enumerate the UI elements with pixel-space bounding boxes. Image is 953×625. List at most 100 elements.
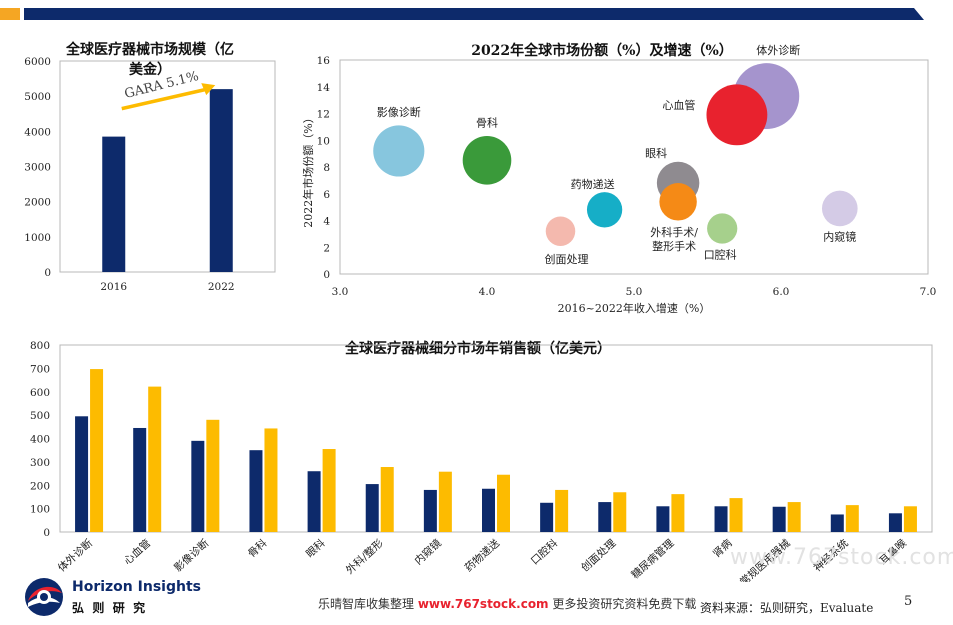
horizon-logo-icon xyxy=(25,578,63,616)
chart2-ytick: 14 xyxy=(317,82,331,94)
chart3-bar-2016-耳鼻喉 xyxy=(888,513,902,532)
bubble-创面处理 xyxy=(545,216,576,246)
segment-sales-chart: 全球医疗器械细分市场年销售额（亿美元） 0 100 200 300 400 500 600 7… xyxy=(30,340,933,582)
chart3-bar-2016-心血管 xyxy=(133,427,147,532)
chart1-growth-arrowhead xyxy=(201,83,216,96)
bubble-影像诊断 xyxy=(373,125,425,177)
footer-url[interactable]: www.767stock.com xyxy=(417,597,549,611)
chart3-bar-2016-内窥镜 xyxy=(423,489,437,532)
bubble-外科手术/整形手术 xyxy=(659,183,697,221)
chart3-xtick-外科/整形: 外科/整形 xyxy=(343,536,386,576)
chart3-bar-2022-药物递送 xyxy=(497,474,510,532)
chart3-xtick-口腔科: 口腔科 xyxy=(528,536,560,567)
chart1-ytick: 1000 xyxy=(24,232,51,244)
bubble-骨科 xyxy=(462,136,512,185)
bubble-label-内窥镜: 内窥镜 xyxy=(823,229,856,243)
footer-center: 乐晴智库收集整理 www.767stock.com 更多投资研究资料免费下载 xyxy=(318,595,696,612)
chart1-title-line2: 美金） xyxy=(129,61,171,78)
chart3-ytick: 300 xyxy=(30,457,50,469)
chart3-bar-2022-体外诊断 xyxy=(90,369,104,532)
chart3-bar-2016-神经系统 xyxy=(830,514,844,532)
bubble-label-口腔科: 口腔科 xyxy=(704,248,737,262)
bubble-内窥镜 xyxy=(821,190,858,227)
market-size-chart: 全球医疗器械市场规模（亿 美金） 0 1000 2000 3000 4000 5000 60… xyxy=(24,41,276,293)
header-accent xyxy=(0,8,20,20)
bubble-药物递送 xyxy=(586,192,623,228)
bubble-label-眼科: 眼科 xyxy=(645,146,667,160)
chart2-ytick: 16 xyxy=(317,55,331,67)
chart2-ytick: 6 xyxy=(323,189,330,201)
chart3-bars xyxy=(75,369,917,532)
chart2-xtick: 5.0 xyxy=(626,286,643,298)
chart2-xtick: 6.0 xyxy=(773,286,790,298)
chart3-ytick: 800 xyxy=(30,340,50,352)
bubble-label-药物递送: 药物递送 xyxy=(571,177,615,191)
chart2-title: 2022年全球市场份额（%）及增速（%） xyxy=(471,42,733,59)
chart3-xtick-眼科: 眼科 xyxy=(303,536,328,560)
chart3-bar-2016-创面处理 xyxy=(598,502,612,532)
bubble-label-心血管: 心血管 xyxy=(662,98,695,112)
footer-text-post: 更多投资研究资料免费下载 xyxy=(548,597,697,611)
chart3-xtick-影像诊断: 影像诊断 xyxy=(171,536,211,574)
chart3-bar-2016-口腔科 xyxy=(540,502,554,532)
chart3-bar-2022-神经系统 xyxy=(845,505,859,532)
chart1-plot-frame xyxy=(59,60,276,273)
chart2-ylabel: 2022年市场份额（%） xyxy=(301,112,315,227)
header-bar xyxy=(0,8,953,20)
chart3-ytick: 700 xyxy=(30,363,50,375)
chart3-bar-2016-药物递送 xyxy=(482,488,495,532)
chart3-ytick: 0 xyxy=(43,527,50,539)
chart1-xtick-2022: 2022 xyxy=(208,281,235,293)
chart3-bar-2016-影像诊断 xyxy=(191,440,205,532)
chart3-xtick-内窥镜: 内窥镜 xyxy=(412,536,444,567)
bubble-label-外科手术/整形手术: 外科手术/整形手术 xyxy=(650,225,698,253)
chart1-ytick: 5000 xyxy=(24,91,51,103)
chart3-bar-2022-影像诊断 xyxy=(206,419,220,532)
chart3-bar-2022-糖尿病管理 xyxy=(671,494,685,532)
chart2-xtick: 7.0 xyxy=(920,286,937,298)
market-share-bubble-chart: 2022年全球市场份额（%）及增速（%） 0 2 4 6 8 10 12 14 16 3.0 4.0… xyxy=(301,42,937,315)
header-band xyxy=(24,8,924,20)
bubble-label-体外诊断: 体外诊断 xyxy=(756,43,800,57)
chart2-plot-frame xyxy=(339,59,929,275)
chart3-bar-2022-口腔科 xyxy=(555,489,569,532)
chart3-xtick-骨科: 骨科 xyxy=(245,536,270,560)
chart3-bar-2016-糖尿病管理 xyxy=(656,506,670,532)
chart3-xtick-药物递送: 药物递送 xyxy=(462,536,502,574)
chart2-ytick: 0 xyxy=(323,269,330,281)
brand-name-cn: 弘 则 研 究 xyxy=(72,601,146,615)
chart1-bar-2016 xyxy=(102,136,126,272)
watermark: www.767stock.com xyxy=(730,545,953,570)
chart1-axes: 0 1000 2000 3000 4000 5000 6000 2016 2022 xyxy=(24,56,276,293)
chart2-ytick: 2 xyxy=(323,242,330,254)
chart3-bar-2022-内窥镜 xyxy=(438,471,452,532)
chart2-axes: 0 2 4 6 8 10 12 14 16 3.0 4.0 5.0 6.0 7.0 xyxy=(317,55,937,298)
brand-name-en: Horizon Insights xyxy=(72,579,201,595)
chart2-xlabel: 2016~2022年收入增速（%） xyxy=(558,301,711,315)
chart2-ytick: 8 xyxy=(323,162,330,174)
chart3-bar-2016-外科/整形 xyxy=(365,484,379,532)
bubble-心血管 xyxy=(706,84,768,146)
page-number: 5 xyxy=(904,594,913,609)
chart3-bar-2022-肾病 xyxy=(729,498,743,532)
bubble-口腔科 xyxy=(707,213,738,244)
chart3-ytick: 400 xyxy=(30,434,50,446)
chart1-ytick: 3000 xyxy=(24,162,51,174)
chart1-ytick: 2000 xyxy=(24,197,51,209)
chart2-ytick: 4 xyxy=(323,216,330,228)
chart3-xtick-创面处理: 创面处理 xyxy=(578,536,618,574)
chart3-xtick-糖尿病管理: 糖尿病管理 xyxy=(629,536,677,581)
chart3-ytick: 200 xyxy=(30,480,50,492)
source-note: 资料来源：弘则研究，Evaluate xyxy=(700,601,874,615)
bubble-label-影像诊断: 影像诊断 xyxy=(377,105,421,119)
chart2-ytick: 10 xyxy=(317,135,330,147)
chart1-ytick: 6000 xyxy=(24,56,51,68)
chart3-xtick-心血管: 心血管 xyxy=(121,537,153,568)
chart1-ytick: 4000 xyxy=(24,126,51,138)
chart3-bar-2016-体外诊断 xyxy=(75,416,89,532)
chart3-bar-2022-眼科 xyxy=(322,449,336,532)
chart1-bar-2022 xyxy=(209,89,233,272)
chart3-bar-2016-骨科 xyxy=(249,450,263,532)
chart3-xtick-体外诊断: 体外诊断 xyxy=(55,536,95,574)
